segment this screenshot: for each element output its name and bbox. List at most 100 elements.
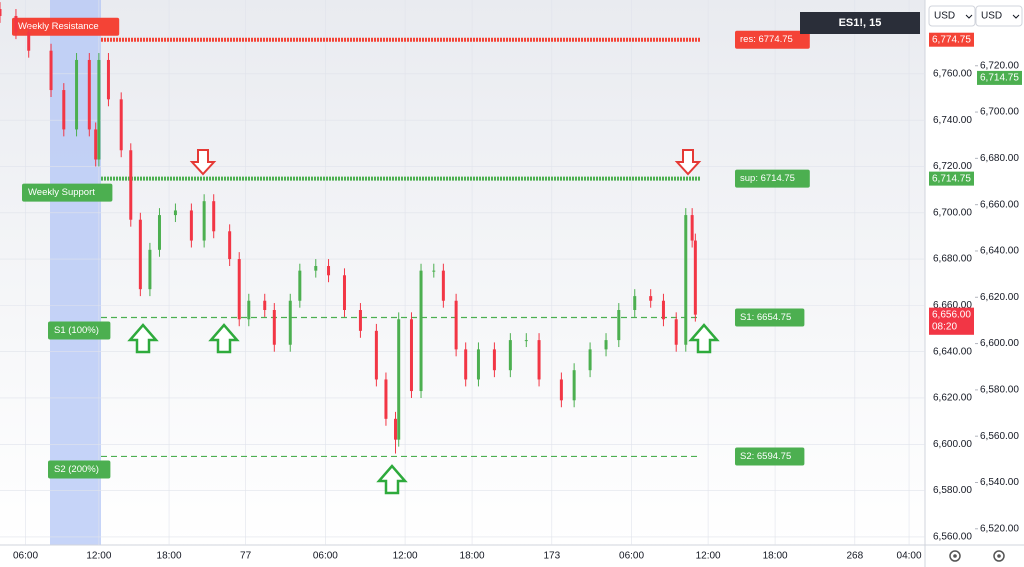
candle-body bbox=[228, 231, 232, 260]
candle-body bbox=[0, 9, 2, 16]
settings-icon[interactable] bbox=[949, 550, 961, 562]
candle-body bbox=[106, 59, 110, 100]
candle-body bbox=[508, 340, 512, 371]
candle-body bbox=[649, 296, 653, 301]
settings-icon-dot bbox=[953, 554, 957, 558]
dropdown-icon bbox=[965, 14, 973, 19]
level-name-box bbox=[12, 17, 120, 36]
y-tick-label: 6,600.00 bbox=[933, 439, 972, 450]
price-tag-label: 6,656.00 bbox=[932, 309, 971, 320]
candle-body bbox=[476, 349, 480, 380]
up-arrow bbox=[688, 323, 720, 354]
candle-body bbox=[432, 270, 436, 272]
candle-body bbox=[572, 370, 576, 401]
candle-body bbox=[189, 210, 193, 241]
candle-body bbox=[604, 340, 608, 350]
y2-tick-label: 6,660.00 bbox=[980, 199, 1019, 210]
y2-tick-label: 6,600.00 bbox=[980, 338, 1019, 349]
x-tick-label: 06:00 bbox=[619, 551, 644, 562]
y2-tick-label: 6,700.00 bbox=[980, 107, 1019, 118]
x-tick-label: 12:00 bbox=[696, 551, 721, 562]
y-tick-label: 6,580.00 bbox=[933, 485, 972, 496]
price-tag-label: 6,714.75 bbox=[980, 73, 1019, 84]
candle-body bbox=[237, 259, 241, 320]
symbol-box: ES1!, 15 bbox=[800, 12, 920, 34]
candle-body bbox=[119, 99, 123, 151]
x-tick-label: 77 bbox=[240, 551, 252, 562]
arrows bbox=[127, 149, 720, 495]
candle-body bbox=[202, 201, 206, 241]
candle-body bbox=[212, 201, 216, 232]
y2-tick-label: 6,720.00 bbox=[980, 60, 1019, 71]
y-tick-label: 6,560.00 bbox=[933, 532, 972, 543]
up-arrow bbox=[127, 323, 159, 354]
candle-body bbox=[674, 319, 678, 345]
x-tick-label: 04:00 bbox=[897, 551, 922, 562]
x-tick-label: 18:00 bbox=[460, 551, 485, 562]
y-tick-label: 6,660.00 bbox=[933, 300, 972, 311]
y2-tick-label: 6,520.00 bbox=[980, 523, 1019, 534]
up-arrow bbox=[208, 323, 240, 354]
price-tag-box bbox=[929, 307, 974, 334]
currency-button[interactable] bbox=[928, 5, 976, 27]
candle-body bbox=[661, 300, 665, 320]
level-name-box bbox=[48, 460, 111, 479]
candle-body bbox=[314, 266, 318, 271]
candle-body bbox=[342, 275, 346, 311]
settings-icon[interactable] bbox=[993, 550, 1005, 562]
x-tick-label: 06:00 bbox=[313, 551, 338, 562]
currency-button[interactable] bbox=[975, 5, 1023, 27]
candle-body bbox=[633, 296, 637, 311]
candle-body bbox=[693, 240, 697, 315]
level-name: Weekly Resistance bbox=[18, 21, 99, 32]
price-tag: 6,714.75 bbox=[929, 171, 974, 186]
price-tag-label: 6,774.75 bbox=[932, 34, 971, 45]
currency: USD bbox=[981, 11, 1002, 22]
price-tag-sub: 08:20 bbox=[932, 321, 957, 332]
candle-body bbox=[454, 300, 458, 350]
settings-icons bbox=[949, 550, 1005, 562]
level-label: res: 6774.75 bbox=[740, 34, 793, 45]
x-tick-label: 12:00 bbox=[86, 551, 111, 562]
level-label: S2: 6594.75 bbox=[740, 451, 791, 462]
price-tag-box bbox=[929, 32, 974, 47]
candle-body bbox=[272, 310, 276, 345]
y-tick-label: 6,680.00 bbox=[933, 254, 972, 265]
price-tag-label: 6,714.75 bbox=[932, 173, 971, 184]
level-label-box bbox=[735, 169, 810, 188]
candle-body bbox=[464, 349, 468, 380]
level-label: S1: 6654.75 bbox=[740, 312, 791, 323]
y-tick-label: 6,720.00 bbox=[933, 161, 972, 172]
candle-body bbox=[263, 300, 267, 311]
x-tick-label: 268 bbox=[846, 551, 863, 562]
y-tick-label: 6,620.00 bbox=[933, 393, 972, 404]
candle-body bbox=[384, 379, 388, 419]
symbol-background bbox=[800, 12, 920, 34]
candle-body bbox=[157, 215, 161, 250]
currency: USD bbox=[934, 11, 955, 22]
level-name: S1 (100%) bbox=[54, 325, 99, 336]
price-tag: 6,774.75 bbox=[929, 32, 974, 47]
candle-body bbox=[358, 310, 362, 331]
y-tick-label: 6,640.00 bbox=[933, 346, 972, 357]
level-name: S2 (200%) bbox=[54, 464, 99, 475]
candle-body bbox=[288, 300, 292, 345]
candle-body bbox=[441, 270, 445, 301]
up-arrow bbox=[376, 464, 408, 495]
candle-body bbox=[617, 310, 621, 341]
level-label: sup: 6714.75 bbox=[740, 173, 795, 184]
y-tick-label: 6,700.00 bbox=[933, 207, 972, 218]
level-name-box bbox=[48, 321, 111, 340]
y2-tick-label: 6,680.00 bbox=[980, 153, 1019, 164]
candle-body bbox=[129, 150, 133, 220]
settings-icon-dot bbox=[997, 554, 1001, 558]
candle-body bbox=[14, 15, 18, 33]
level-name-box bbox=[22, 183, 113, 202]
down-arrow bbox=[189, 149, 217, 176]
candle-body bbox=[419, 270, 423, 392]
candle-body bbox=[397, 319, 401, 440]
candle-body bbox=[684, 215, 688, 345]
candle-body bbox=[27, 32, 31, 51]
price-tag: 6,714.75 bbox=[977, 70, 1022, 85]
